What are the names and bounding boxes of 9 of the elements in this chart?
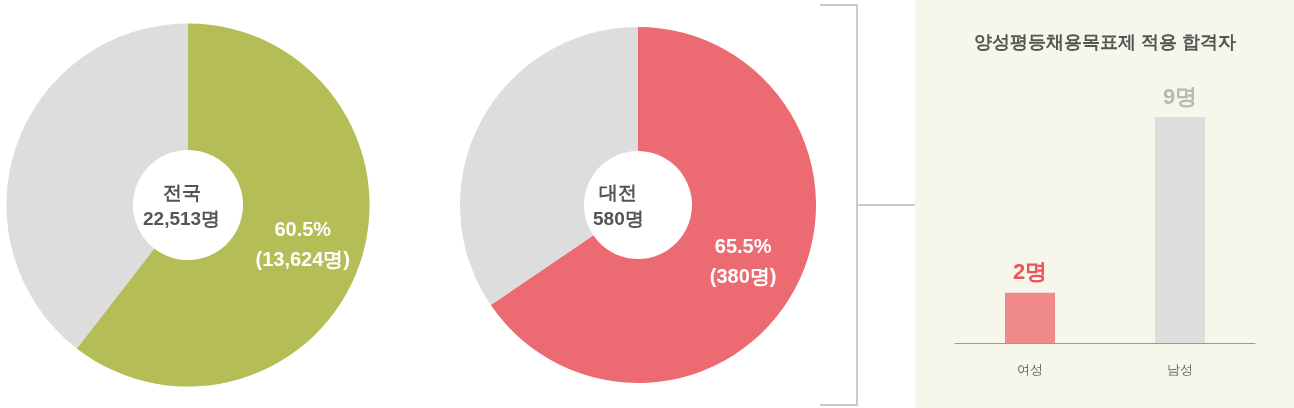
chart-title: 양성평등채용목표제 적용 합격자 bbox=[973, 32, 1236, 52]
data-label: 65.5% (380명) bbox=[709, 234, 777, 287]
text: 전국 22,513명 bbox=[142, 181, 221, 229]
x-tick-label: 여성 bbox=[1017, 362, 1043, 377]
text: 대전 580명 bbox=[593, 181, 644, 229]
data-label: 9명 bbox=[1162, 83, 1198, 109]
x-tick-label: 남성 bbox=[1167, 362, 1193, 377]
data-label: 60.5% (13,624명) bbox=[255, 218, 351, 271]
data-label: 2명 bbox=[1012, 259, 1048, 285]
